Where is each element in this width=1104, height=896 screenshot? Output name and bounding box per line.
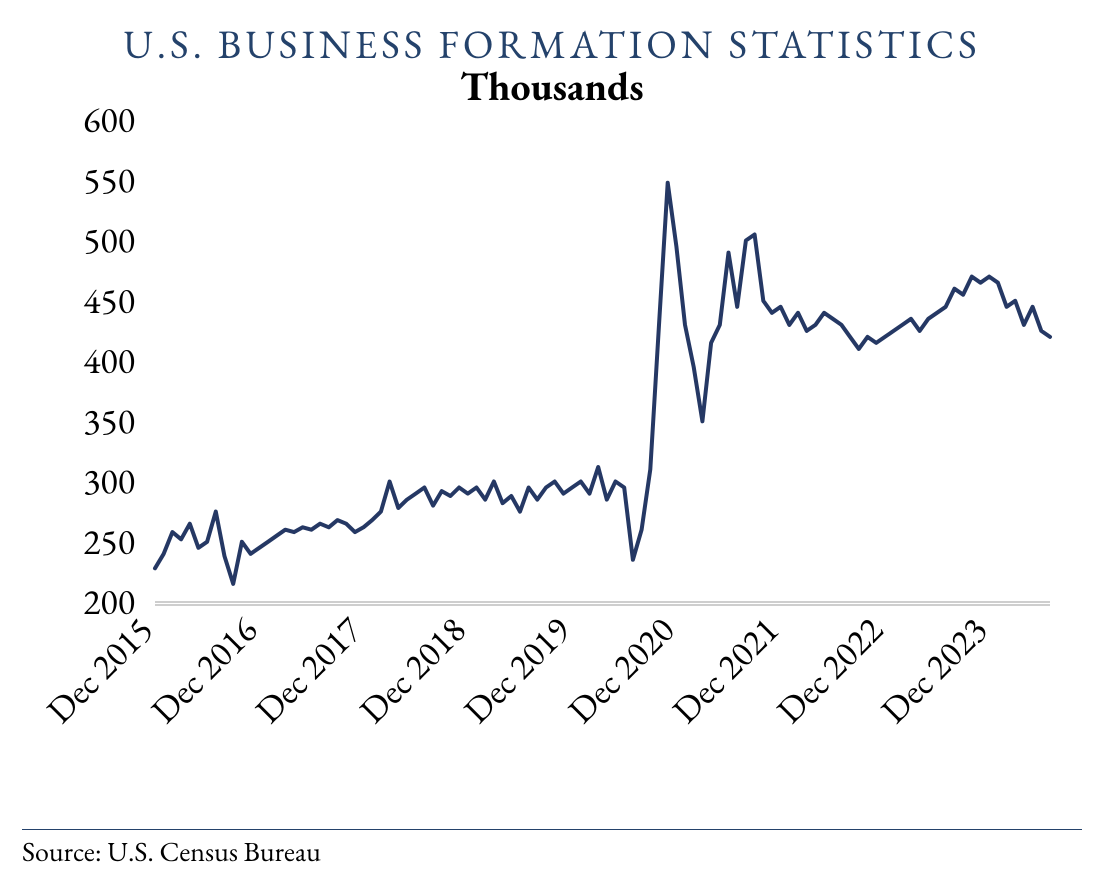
x-tick-label: Dec 2018 bbox=[349, 607, 475, 733]
y-tick-label: 250 bbox=[83, 518, 135, 565]
x-tick-label: Dec 2015 bbox=[36, 607, 162, 733]
x-tick-label: Dec 2022 bbox=[766, 607, 892, 733]
y-tick-label: 300 bbox=[83, 458, 135, 505]
x-tick-label: Dec 2023 bbox=[871, 607, 997, 733]
source-attribution: Source: U.S. Census Bureau bbox=[22, 834, 321, 870]
y-tick-label: 550 bbox=[83, 156, 135, 203]
x-tick-label: Dec 2020 bbox=[558, 607, 684, 733]
x-tick-label: Dec 2016 bbox=[141, 607, 267, 733]
line-chart: 200250300350400450500550600Dec 2015Dec 2… bbox=[0, 100, 1104, 820]
x-tick-label: Dec 2021 bbox=[662, 607, 788, 733]
y-tick-label: 350 bbox=[83, 397, 135, 444]
y-tick-label: 400 bbox=[83, 337, 135, 384]
y-tick-label: 450 bbox=[83, 277, 135, 324]
y-tick-label: 600 bbox=[83, 100, 135, 143]
x-tick-label: Dec 2019 bbox=[453, 607, 579, 733]
divider-line bbox=[22, 829, 1082, 830]
data-line bbox=[155, 183, 1050, 584]
x-tick-label: Dec 2017 bbox=[245, 606, 372, 733]
y-tick-label: 500 bbox=[83, 217, 135, 264]
